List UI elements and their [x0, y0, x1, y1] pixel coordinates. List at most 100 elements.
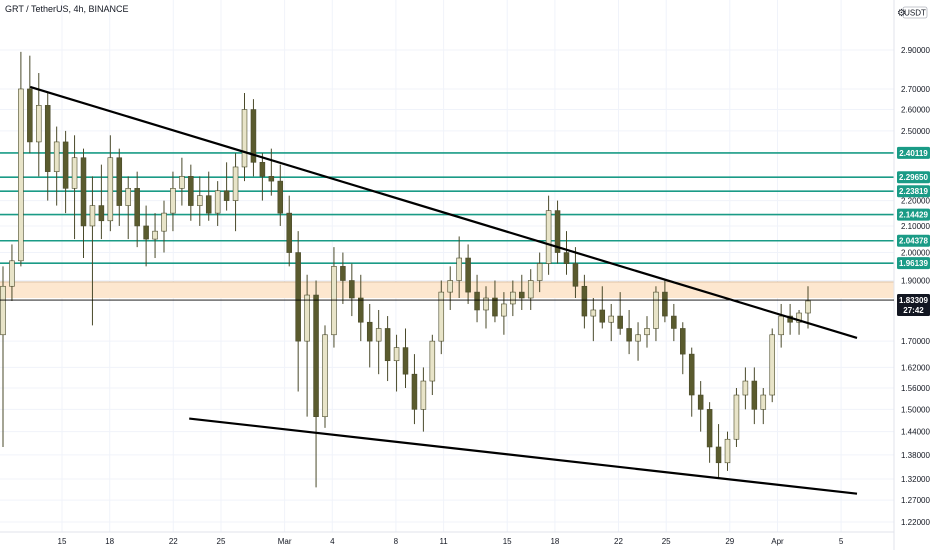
candle-body — [259, 162, 266, 177]
candle-body — [161, 212, 167, 232]
candle-body — [71, 157, 78, 189]
level-badge-text: 2.04378 — [899, 237, 928, 246]
level-badge-text: 2.14429 — [899, 211, 928, 220]
candle-body — [322, 334, 328, 417]
candle-body — [358, 297, 364, 323]
candle-body — [420, 380, 427, 410]
candle-body — [107, 157, 114, 222]
candle-body — [635, 334, 641, 342]
level-badge-text: 2.40119 — [899, 149, 928, 158]
currency-selector[interactable]: USDT — [902, 6, 928, 19]
candle-body — [751, 380, 758, 410]
current-price-badge — [897, 294, 930, 317]
zone-band — [0, 281, 894, 299]
candlestick-series — [0, 51, 811, 488]
candle-body — [465, 257, 471, 293]
lower-trendline[interactable] — [189, 417, 858, 495]
candle-body — [89, 205, 96, 227]
time-tick-label[interactable]: 22 — [169, 537, 178, 546]
time-tick-label[interactable]: 4 — [330, 537, 335, 546]
price-tick-label: 1.27000 — [901, 496, 930, 505]
candle-body — [778, 315, 784, 336]
candle-body — [527, 280, 534, 299]
candle-body — [152, 230, 158, 240]
candle-body — [27, 88, 33, 143]
candle-body — [483, 297, 489, 311]
candle-body — [545, 210, 552, 264]
symbol-title[interactable]: GRT / TetherUS, 4h, BINANCE — [5, 4, 129, 14]
time-tick-label[interactable]: 25 — [662, 537, 671, 546]
candle-body — [644, 328, 650, 336]
price-tick-label: 2.50000 — [901, 127, 930, 136]
candle-body — [706, 409, 713, 448]
time-tick-label[interactable]: Mar — [278, 537, 292, 546]
candle-body — [617, 315, 623, 329]
candle-body — [402, 347, 409, 375]
time-tick-label[interactable]: 18 — [550, 537, 559, 546]
candle-body — [214, 190, 221, 214]
candle-body — [393, 347, 400, 362]
candle-body — [474, 291, 480, 311]
candle-body — [680, 328, 686, 355]
time-tick-label[interactable]: 15 — [58, 537, 67, 546]
price-tick-label: 2.60000 — [901, 106, 930, 115]
candle-body — [456, 257, 462, 281]
candle-body — [492, 297, 498, 317]
time-tick-label[interactable]: 18 — [105, 537, 114, 546]
time-axis-ticks[interactable]: 15 18 22 25 Mar 4 8 11 15 18 22 25 29 Apr 5 — [58, 537, 844, 546]
price-tick-label: 1.70000 — [901, 337, 930, 346]
time-tick-label[interactable]: 22 — [614, 537, 623, 546]
candle-body — [18, 88, 24, 262]
time-tick-label[interactable]: 8 — [394, 537, 399, 546]
time-tick-label[interactable]: 29 — [725, 537, 734, 546]
candle-body — [53, 141, 60, 172]
candle-body — [536, 263, 543, 281]
upper-trendline[interactable] — [29, 85, 858, 339]
candle-body — [429, 340, 436, 382]
level-badge-text: 2.29650 — [899, 173, 928, 182]
candle-body — [572, 263, 579, 287]
candle-body — [375, 328, 382, 342]
candle-body — [304, 294, 310, 342]
bar-countdown-text: 27:42 — [903, 306, 924, 315]
candle-body — [331, 266, 337, 336]
candle-body — [179, 176, 185, 189]
candle-body — [384, 328, 391, 362]
candle-body — [223, 190, 230, 201]
price-scale-background[interactable] — [894, 0, 932, 550]
price-tick-label: 2.70000 — [901, 85, 930, 94]
price-tick-label: 1.38000 — [901, 451, 930, 460]
time-tick-label[interactable]: Apr — [771, 537, 784, 546]
level-badge — [897, 171, 930, 184]
candle-body — [366, 321, 373, 342]
level-badge — [897, 185, 930, 198]
time-tick-label[interactable]: 11 — [439, 537, 448, 546]
candle-body — [581, 285, 588, 317]
currency-box[interactable] — [902, 6, 928, 19]
candle-body — [805, 300, 811, 314]
time-tick-label[interactable]: 25 — [217, 537, 226, 546]
level-badge — [897, 146, 930, 159]
candle-body — [232, 166, 239, 201]
candle-body — [438, 291, 445, 342]
candle-body — [760, 394, 767, 410]
level-badge-text: 1.96139 — [899, 259, 928, 268]
trendlines[interactable] — [29, 85, 858, 495]
candle-body — [170, 188, 176, 214]
time-tick-label[interactable]: 5 — [839, 537, 844, 546]
time-tick-label[interactable]: 15 — [503, 537, 512, 546]
candle-body — [197, 195, 203, 206]
candle-body — [697, 394, 704, 410]
price-tick-label: 1.22000 — [901, 518, 930, 527]
price-tick-label: 1.62000 — [901, 363, 930, 372]
candle-body — [125, 188, 131, 206]
price-tick-label: 1.44000 — [901, 428, 930, 437]
candle-body — [715, 446, 722, 464]
candle-body — [599, 309, 606, 323]
price-tick-label: 2.00000 — [901, 249, 930, 258]
price-tick-label: 2.20000 — [901, 197, 930, 206]
candle-body — [205, 195, 212, 214]
candle-body — [116, 157, 123, 206]
gear-icon[interactable]: ⚙ — [897, 8, 906, 19]
